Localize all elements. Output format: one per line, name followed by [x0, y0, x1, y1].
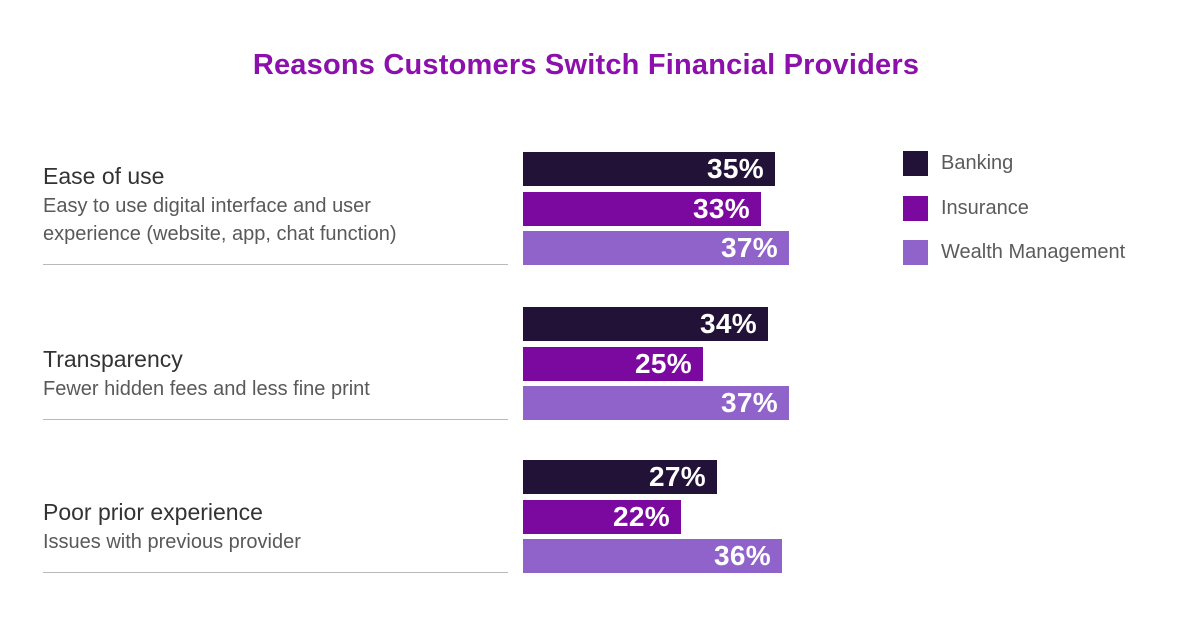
legend-item-banking: Banking	[903, 151, 1125, 176]
bar-value-label: 34%	[700, 308, 757, 339]
category-subtitle: Issues with previous provider	[43, 528, 508, 556]
legend-item-insurance: Insurance	[903, 195, 1125, 221]
bar-group: 35% 33% 37%	[523, 152, 789, 265]
bar-value-label: 22%	[613, 500, 670, 532]
category-label-block: Ease of use Easy to use digital interfac…	[43, 152, 508, 265]
bar-value-label: 37%	[721, 387, 778, 418]
bar-banking: 35%	[523, 152, 775, 186]
legend-label: Insurance	[941, 196, 1029, 219]
category-label-block: Transparency Fewer hidden fees and less …	[43, 307, 508, 420]
legend-label: Banking	[941, 152, 1014, 174]
bar-wealth-management: 36%	[523, 539, 782, 573]
bar-banking: 34%	[523, 307, 768, 341]
category-subtitle: Fewer hidden fees and less fine print	[43, 375, 508, 403]
bar-value-label: 36%	[714, 540, 771, 571]
category-subtitle-line: Issues with previous provider	[43, 531, 301, 553]
bar-banking: 27%	[523, 460, 717, 494]
bar-value-label: 27%	[649, 461, 706, 492]
category-group-ease-of-use: Ease of use Easy to use digital interfac…	[0, 152, 1200, 265]
bar-value-label: 25%	[635, 347, 692, 379]
bar-value-label: 33%	[693, 192, 750, 224]
bar-wealth-management: 37%	[523, 386, 789, 420]
category-subtitle: Easy to use digital interface and user e…	[43, 192, 508, 248]
category-group-poor-prior-experience: Poor prior experience Issues with previo…	[0, 460, 1200, 573]
legend-swatch-insurance-icon	[903, 195, 928, 221]
chart-title: Reasons Customers Switch Financial Provi…	[252, 49, 920, 81]
legend-swatch-banking-icon	[903, 151, 928, 176]
legend-swatch-wealth-management-icon	[903, 240, 928, 265]
bar-insurance: 25%	[523, 346, 703, 381]
bar-group: 27% 22% 36%	[523, 460, 782, 573]
category-title: Poor prior experience	[43, 499, 263, 525]
bar-group: 34% 25% 37%	[523, 307, 789, 420]
category-label-block: Poor prior experience Issues with previo…	[43, 460, 508, 573]
bar-insurance: 33%	[523, 191, 761, 226]
category-title: Ease of use	[43, 163, 165, 189]
bar-value-label: 37%	[721, 232, 778, 263]
category-title: Transparency	[43, 346, 183, 372]
category-subtitle-line: Fewer hidden fees and less fine print	[43, 378, 370, 400]
legend: Banking Insurance Wealth Management	[903, 151, 1125, 265]
category-group-transparency: Transparency Fewer hidden fees and less …	[0, 307, 1200, 420]
category-subtitle-line: Easy to use digital interface and user	[43, 195, 371, 217]
bar-value-label: 35%	[707, 153, 764, 184]
bar-insurance: 22%	[523, 499, 681, 534]
legend-label: Wealth Management	[941, 241, 1126, 263]
bar-wealth-management: 37%	[523, 231, 789, 265]
legend-item-wealth-management: Wealth Management	[903, 240, 1125, 265]
category-subtitle-line: experience (website, app, chat function)	[43, 223, 397, 245]
